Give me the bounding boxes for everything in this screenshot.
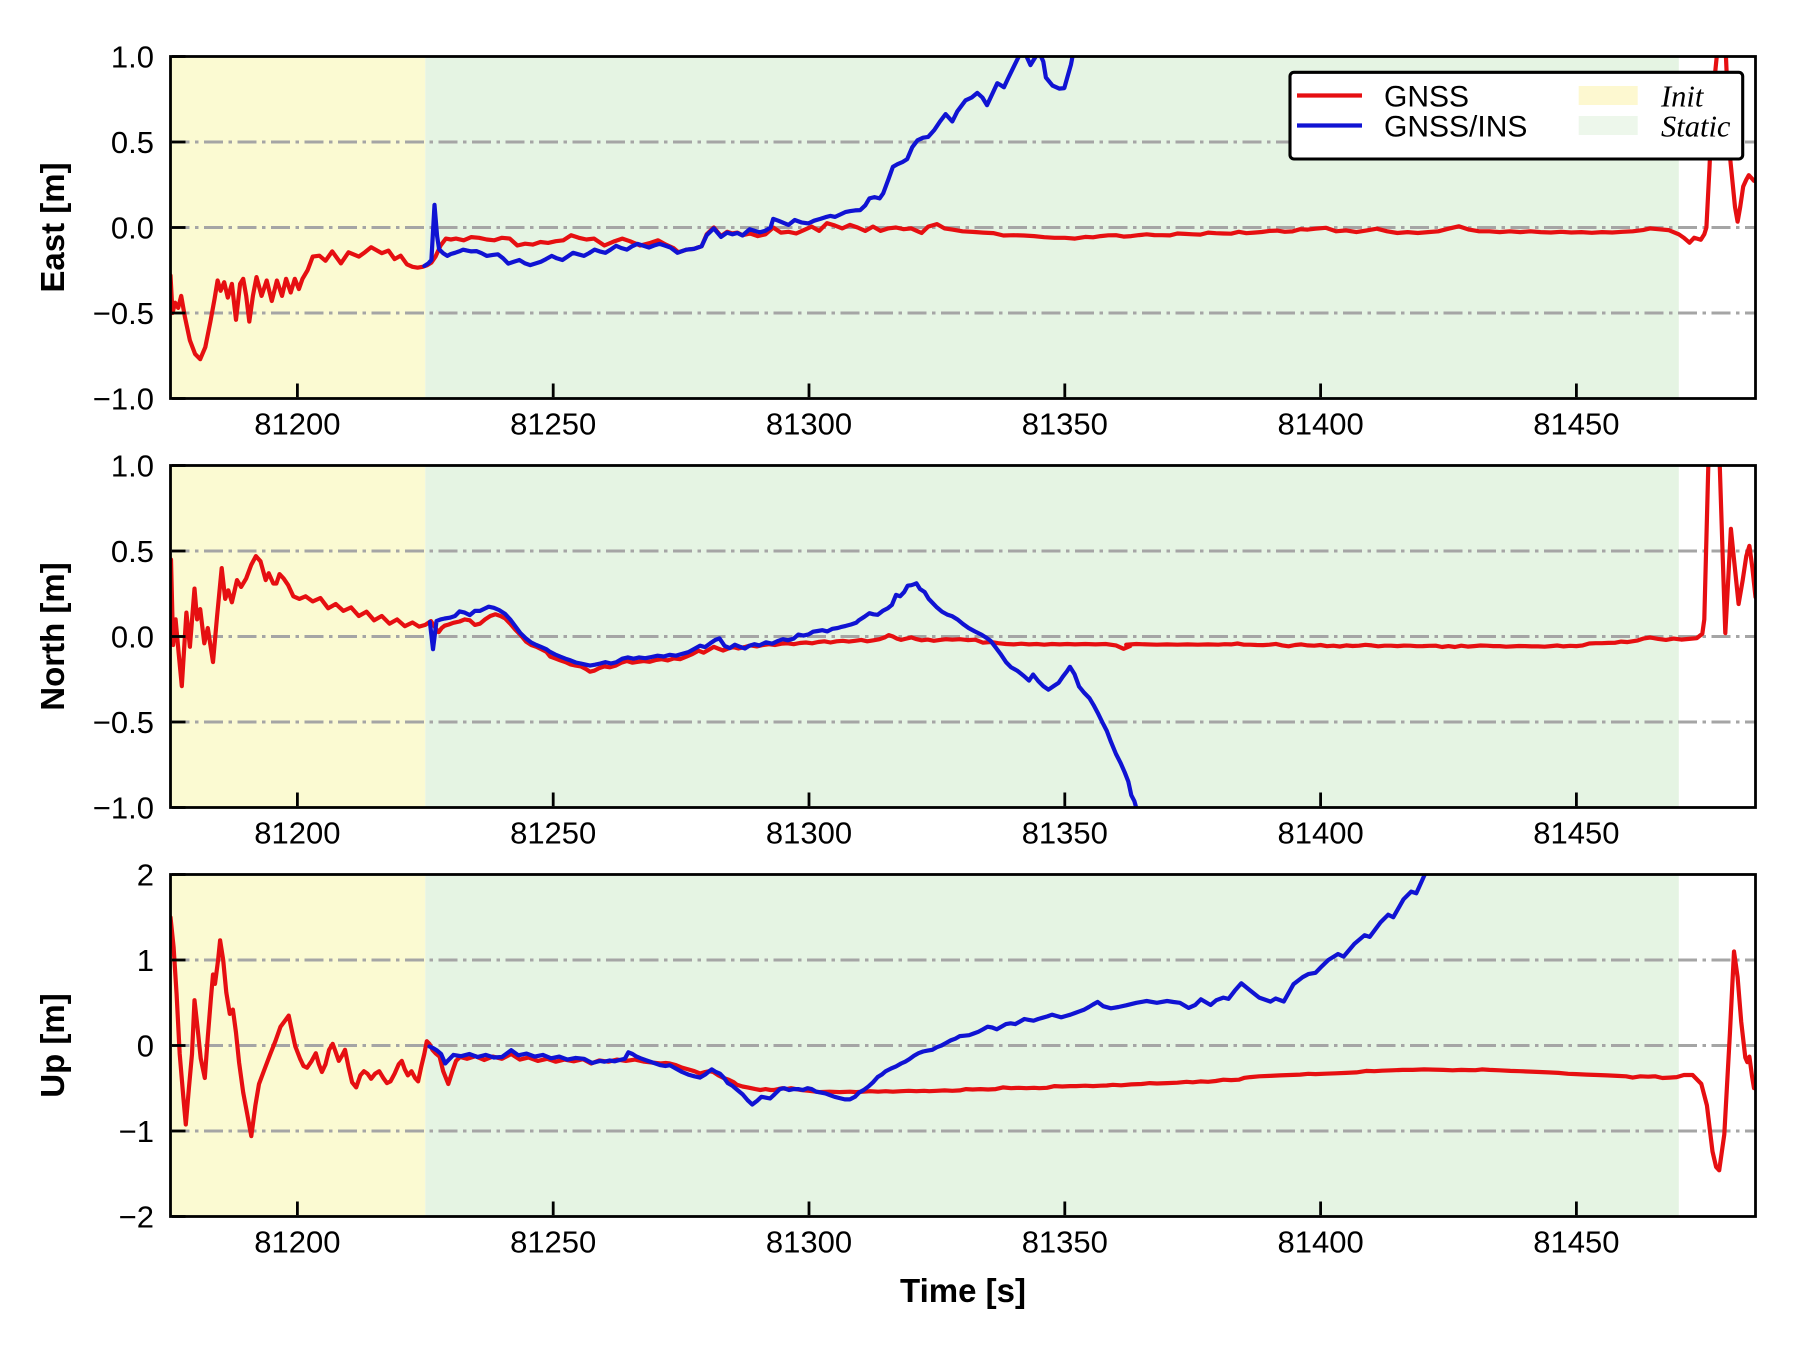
svg-text:81400: 81400 bbox=[1277, 407, 1363, 442]
svg-text:Init: Init bbox=[1660, 80, 1705, 114]
svg-text:81200: 81200 bbox=[254, 816, 340, 851]
svg-text:Static: Static bbox=[1661, 110, 1731, 144]
svg-text:81450: 81450 bbox=[1533, 816, 1619, 851]
svg-text:81250: 81250 bbox=[510, 816, 596, 851]
svg-text:2: 2 bbox=[137, 858, 154, 893]
svg-text:North [m]: North [m] bbox=[34, 562, 71, 710]
svg-text:Time [s]: Time [s] bbox=[900, 1272, 1026, 1309]
svg-text:81450: 81450 bbox=[1533, 407, 1619, 442]
svg-text:81300: 81300 bbox=[766, 1225, 852, 1260]
svg-text:0.5: 0.5 bbox=[111, 125, 154, 160]
svg-text:81200: 81200 bbox=[254, 407, 340, 442]
svg-text:0.0: 0.0 bbox=[111, 211, 154, 246]
svg-text:81300: 81300 bbox=[766, 816, 852, 851]
svg-text:GNSS/INS: GNSS/INS bbox=[1384, 111, 1527, 144]
svg-text:0.5: 0.5 bbox=[111, 534, 154, 569]
svg-text:−1: −1 bbox=[119, 1114, 154, 1149]
svg-text:81350: 81350 bbox=[1022, 816, 1108, 851]
svg-text:−1.0: −1.0 bbox=[93, 791, 154, 826]
svg-text:−2: −2 bbox=[119, 1200, 154, 1235]
svg-text:Up [m]: Up [m] bbox=[34, 993, 71, 1097]
svg-text:81450: 81450 bbox=[1533, 1225, 1619, 1260]
svg-text:1.0: 1.0 bbox=[111, 449, 154, 484]
svg-text:81250: 81250 bbox=[510, 1225, 596, 1260]
svg-text:−0.5: −0.5 bbox=[93, 296, 154, 331]
svg-text:1.0: 1.0 bbox=[111, 40, 154, 75]
svg-text:GNSS: GNSS bbox=[1384, 81, 1469, 114]
svg-text:1: 1 bbox=[137, 943, 154, 978]
svg-text:0.0: 0.0 bbox=[111, 620, 154, 655]
svg-text:81300: 81300 bbox=[766, 407, 852, 442]
svg-text:East [m]: East [m] bbox=[34, 162, 71, 292]
svg-text:−0.5: −0.5 bbox=[93, 705, 154, 740]
svg-text:0: 0 bbox=[137, 1029, 154, 1064]
svg-text:81350: 81350 bbox=[1022, 1225, 1108, 1260]
svg-text:81350: 81350 bbox=[1022, 407, 1108, 442]
svg-text:81250: 81250 bbox=[510, 407, 596, 442]
svg-text:81200: 81200 bbox=[254, 1225, 340, 1260]
svg-text:81400: 81400 bbox=[1277, 816, 1363, 851]
svg-text:81400: 81400 bbox=[1277, 1225, 1363, 1260]
svg-text:−1.0: −1.0 bbox=[93, 382, 154, 417]
